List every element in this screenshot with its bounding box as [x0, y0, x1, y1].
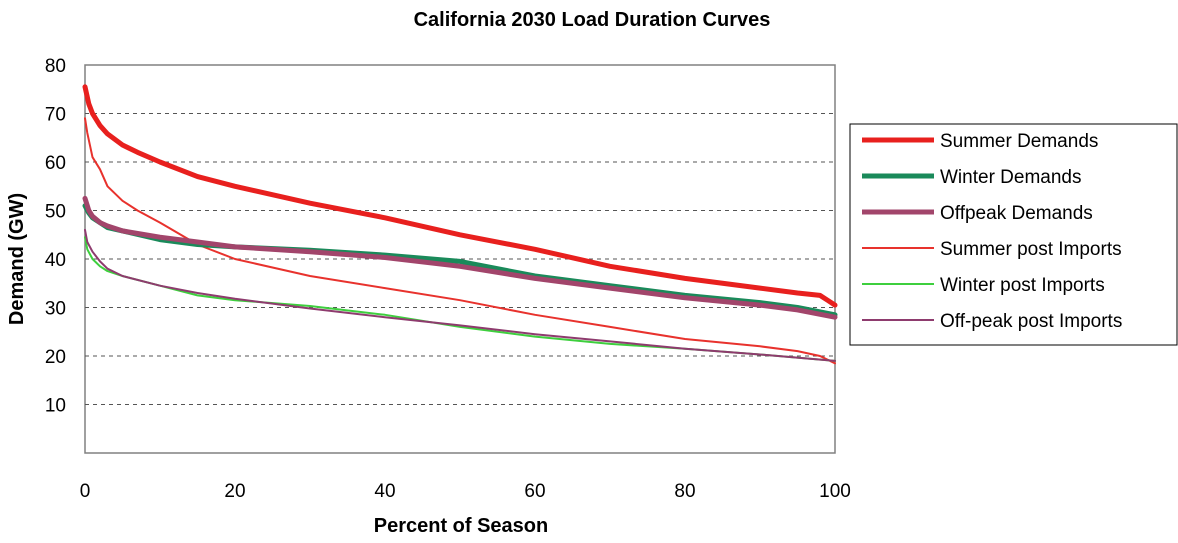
- y-tick-label: 10: [45, 396, 66, 417]
- legend-label: Summer Demands: [940, 131, 1098, 152]
- y-tick-label: 30: [45, 299, 66, 320]
- x-tick-label: 60: [524, 481, 545, 502]
- x-axis-ticks: 0 20 40 60 80 100: [80, 481, 851, 502]
- x-tick-label: 80: [674, 481, 695, 502]
- series-line-off-peak-post-imports: [84, 228, 836, 362]
- y-axis-ticks: 10 20 30 40 50 60 70 80: [45, 56, 66, 417]
- legend-box: [849, 123, 1178, 346]
- y-tick-label: 70: [45, 105, 66, 126]
- y-tick-label: 80: [45, 56, 66, 77]
- x-tick-label: 20: [224, 481, 245, 502]
- legend-label: Summer post Imports: [940, 239, 1122, 260]
- x-tick-label: 40: [374, 481, 395, 502]
- series-lines: [82, 84, 838, 365]
- y-axis-title: Demand (GW): [6, 193, 28, 325]
- y-tick-label: 40: [45, 250, 66, 271]
- chart-title: California 2030 Load Duration Curves: [414, 9, 771, 31]
- series-line-offpeak-demands: [82, 195, 838, 320]
- legend: Summer Demands Winter Demands Offpeak Dema…: [849, 123, 1178, 346]
- series-line-summer-demands: [82, 84, 838, 308]
- gridlines: [85, 113, 835, 405]
- y-tick-label: 20: [45, 347, 66, 368]
- legend-label: Offpeak Demands: [940, 203, 1093, 224]
- x-axis-title: Percent of Season: [374, 515, 549, 537]
- legend-label: Winter post Imports: [940, 275, 1105, 296]
- legend-label: Off-peak post Imports: [940, 311, 1122, 332]
- y-tick-label: 60: [45, 153, 66, 174]
- x-tick-label: 0: [80, 481, 91, 502]
- series-line-summer-post-imports: [84, 117, 836, 365]
- series-line-winter-post-imports: [84, 236, 836, 362]
- legend-label: Winter Demands: [940, 167, 1082, 188]
- y-tick-label: 50: [45, 202, 66, 223]
- x-tick-label: 100: [819, 481, 851, 502]
